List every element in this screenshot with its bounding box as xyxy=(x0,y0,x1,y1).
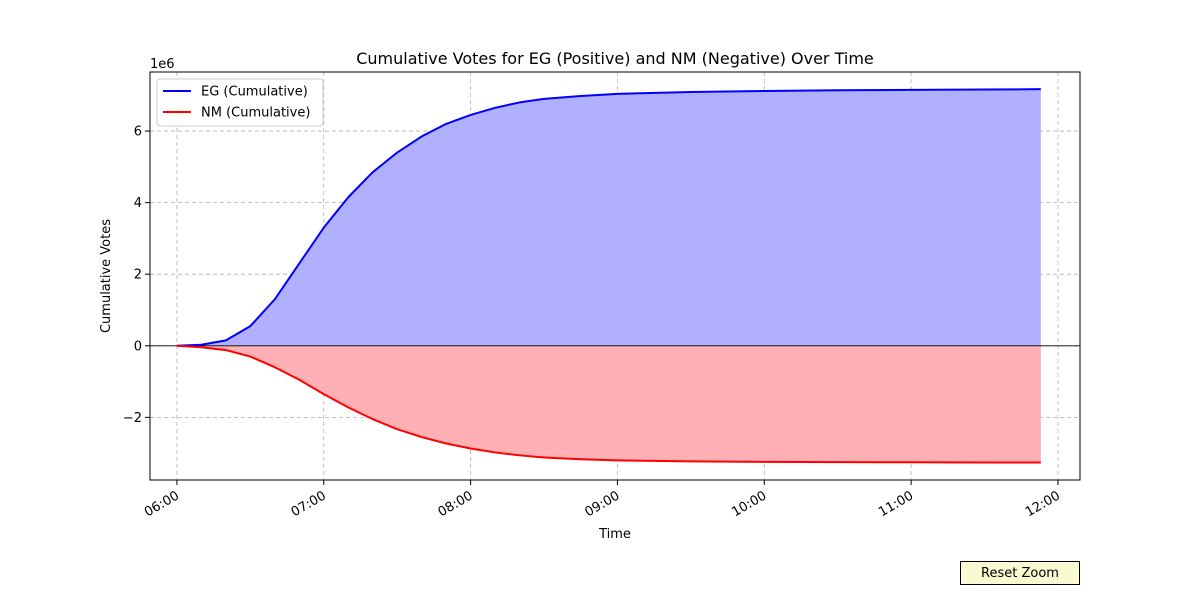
legend: EG (Cumulative) NM (Cumulative) xyxy=(156,78,324,127)
y-tick-label: 0 xyxy=(134,339,142,354)
y-multiplier-label: 1e6 xyxy=(150,57,175,72)
series-lines xyxy=(176,88,1041,464)
y-tick-label: 4 xyxy=(134,196,142,211)
area-fill-eg xyxy=(176,89,1041,346)
area-fill-nm xyxy=(176,345,1041,463)
series-line-nm xyxy=(176,344,1041,464)
x-axis-title: Time xyxy=(598,527,631,542)
y-tick-label: 2 xyxy=(134,268,142,283)
area-fills xyxy=(176,89,1041,463)
series-line-eg xyxy=(176,88,1041,347)
y-tick-label: 6 xyxy=(134,125,142,140)
chart-title: Cumulative Votes for EG (Positive) and N… xyxy=(356,49,874,68)
legend-label: EG (Cumulative) xyxy=(201,85,308,100)
reset-zoom-button[interactable]: Reset Zoom xyxy=(960,561,1080,585)
y-axis-title: Cumulative Votes xyxy=(99,219,114,333)
legend-label: NM (Cumulative) xyxy=(201,106,310,121)
y-tick-label: −2 xyxy=(123,411,142,426)
plot-frame xyxy=(149,71,1081,481)
y-axis: −2 0 2 4 6 xyxy=(123,125,150,426)
legend-box xyxy=(156,78,324,127)
